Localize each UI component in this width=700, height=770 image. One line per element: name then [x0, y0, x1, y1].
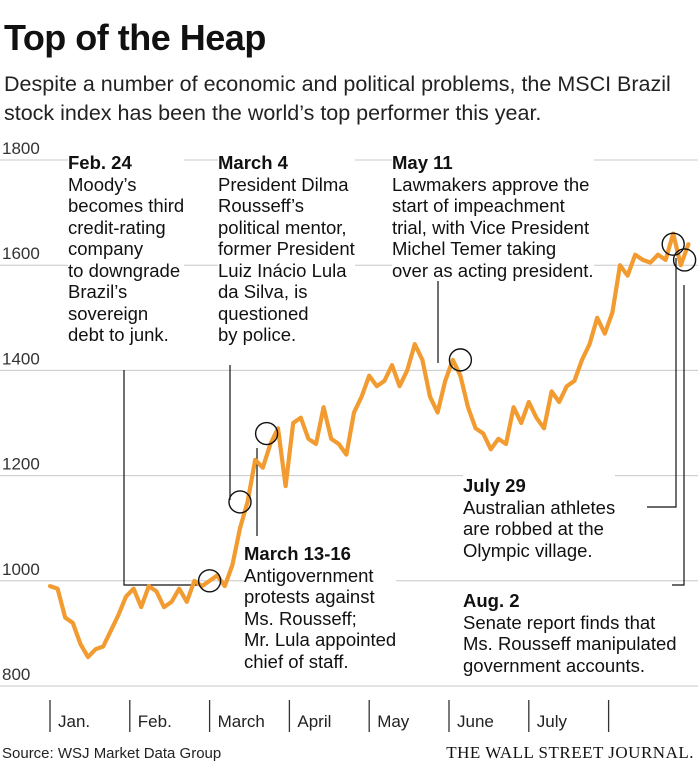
annotation-date: March 13-16 [244, 543, 351, 564]
annotation-text-line: President Dilma [218, 173, 349, 195]
annotation-text-line: Rousseff’s [218, 195, 305, 216]
annotation-text-line: Ms. Rousseff manipulated [463, 633, 677, 654]
event-marker [228, 490, 252, 514]
annotation-text-line: are robbed at the [463, 518, 604, 539]
y-tick-label: 1600 [2, 244, 40, 263]
annotation-leader-line [123, 370, 199, 586]
annotation-date: July 29 [463, 475, 526, 496]
annotation-text-line: credit-rating [68, 216, 166, 238]
month-label: April [297, 712, 331, 731]
annotation-march-4: March 4 President Dilma Rousseff’s politica… [218, 152, 355, 346]
annotation-text-line: debt to junk. [68, 324, 169, 345]
annotation-text-line: Ms. Rousseff; [244, 607, 357, 629]
annotation-text-line: chief of staff. [244, 650, 349, 672]
y-tick-label: 1400 [2, 349, 40, 368]
y-tick-label: 800 [2, 665, 30, 684]
publisher-logo: THE WALL STREET JOURNAL. [446, 743, 694, 762]
y-tick-label: 1000 [2, 560, 40, 579]
annotation-text-line: Australian athletes [463, 496, 616, 518]
annotation-may-11: May 11 Lawmakers approve the start of impe… [392, 152, 594, 281]
month-label: June [457, 712, 494, 731]
annotation-date: May 11 [392, 152, 453, 173]
annotation-date: Feb. 24 [68, 152, 132, 173]
month-label: May [377, 712, 410, 731]
event-marker [672, 248, 697, 272]
y-tick-label: 1200 [2, 455, 40, 474]
source-note: Source: WSJ Market Data Group [2, 745, 222, 762]
annotation-text-line: Antigovernment [244, 564, 374, 586]
annotation-text-line: political mentor, [218, 216, 347, 238]
annotation-text-line: Senate report finds that [463, 611, 656, 633]
annotation-feb-24: Feb. 24 Moody’s becomes third credit-rating… [68, 152, 185, 346]
annotation-text-line: Brazil’s [68, 281, 128, 302]
series-line [47, 231, 691, 660]
annotation-date: Aug. 2 [463, 590, 520, 611]
annotation-text-line: Lawmakers approve the [392, 173, 590, 195]
annotation-text-line: sovereign [68, 302, 149, 324]
annotation-date: March 4 [218, 152, 288, 173]
annotation-text-line: to downgrade [68, 259, 181, 281]
annotation-text-line: by police. [218, 324, 297, 345]
event-marker [254, 421, 279, 446]
month-label: Jan. [58, 712, 90, 731]
annotation-text-line: former President [218, 238, 355, 259]
annotation-text-line: protests against [244, 586, 375, 607]
annotation-july-29: July 29 Australian athletes are robbed at … [463, 475, 616, 561]
annotation-text-line: Luiz Inácio Lula [218, 259, 347, 281]
annotation-text-line: becomes third [68, 195, 185, 216]
annotation-aug-2: Aug. 2 Senate report finds that Ms. Rousse… [463, 590, 677, 676]
annotation-text-line: government accounts. [463, 654, 646, 676]
annotation-leader-line [672, 285, 685, 586]
annotation-text-line: company [68, 238, 144, 259]
month-label: Feb. [138, 712, 172, 731]
annotation-text-line: Michel Temer taking [392, 238, 557, 259]
annotation-leader-line [647, 258, 677, 508]
event-marker [448, 348, 473, 372]
annotation-text-line: over as acting president. [392, 259, 594, 281]
month-label: July [537, 712, 568, 731]
month-label: March [218, 712, 265, 731]
annotation-text-line: da Silva, is [218, 281, 308, 302]
annotation-text-line: start of impeachment [392, 195, 565, 216]
annotation-text-line: Olympic village. [463, 539, 593, 561]
annotation-text-line: trial, with Vice President [392, 216, 590, 238]
event-marker [661, 232, 685, 256]
event-marker [197, 569, 222, 593]
annotation-text-line: questioned [218, 302, 309, 324]
annotation-text-line: Mr. Lula appointed [244, 629, 397, 650]
chart-title: Top of the Heap [4, 17, 266, 58]
chart-subtitle: Despite a number of economic and politic… [4, 72, 671, 125]
annotation-text-line: Moody’s [68, 173, 137, 195]
y-tick-label: 1800 [2, 139, 40, 158]
annotation-march-13-16: March 13-16 Antigovernment protests agains… [244, 543, 397, 672]
